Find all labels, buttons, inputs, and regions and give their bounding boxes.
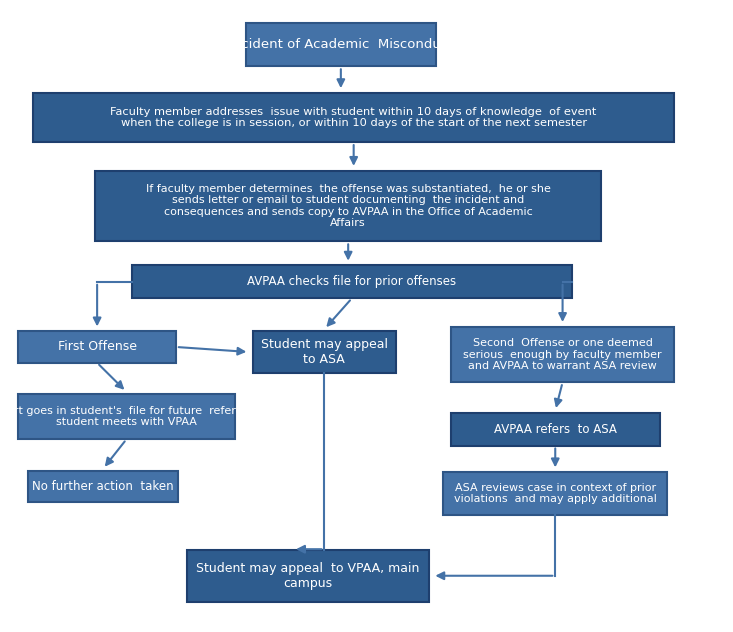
FancyBboxPatch shape	[253, 331, 396, 373]
FancyBboxPatch shape	[18, 394, 235, 439]
Text: AVPAA refers  to ASA: AVPAA refers to ASA	[494, 423, 616, 435]
FancyBboxPatch shape	[132, 265, 572, 298]
FancyBboxPatch shape	[451, 413, 660, 446]
FancyBboxPatch shape	[28, 471, 178, 502]
Text: If faculty member determines  the offense was substantiated,  he or she
sends le: If faculty member determines the offense…	[146, 184, 550, 228]
Text: No further action  taken: No further action taken	[32, 480, 174, 493]
FancyBboxPatch shape	[443, 472, 667, 515]
Text: Student may appeal  to VPAA, main
campus: Student may appeal to VPAA, main campus	[196, 562, 419, 590]
Text: Second  Offense or one deemed
serious  enough by faculty member
and AVPAA to war: Second Offense or one deemed serious eno…	[463, 338, 662, 371]
FancyBboxPatch shape	[246, 23, 436, 66]
Text: AVPAA checks file for prior offenses: AVPAA checks file for prior offenses	[247, 276, 457, 288]
FancyBboxPatch shape	[451, 327, 674, 382]
Text: ASA reviews case in context of prior
violations  and may apply additional: ASA reviews case in context of prior vio…	[454, 483, 657, 504]
FancyBboxPatch shape	[33, 93, 674, 142]
Text: Report goes in student's  file for future  reference,
student meets with VPAA: Report goes in student's file for future…	[0, 406, 267, 427]
FancyBboxPatch shape	[95, 171, 601, 241]
Text: First Offense: First Offense	[58, 341, 136, 353]
Text: Student may appeal
to ASA: Student may appeal to ASA	[261, 338, 388, 366]
Text: Faculty member addresses  issue with student within 10 days of knowledge  of eve: Faculty member addresses issue with stud…	[111, 107, 597, 128]
FancyBboxPatch shape	[18, 331, 176, 363]
FancyBboxPatch shape	[187, 550, 429, 602]
Text: Incident of Academic  Misconduct: Incident of Academic Misconduct	[229, 39, 453, 51]
